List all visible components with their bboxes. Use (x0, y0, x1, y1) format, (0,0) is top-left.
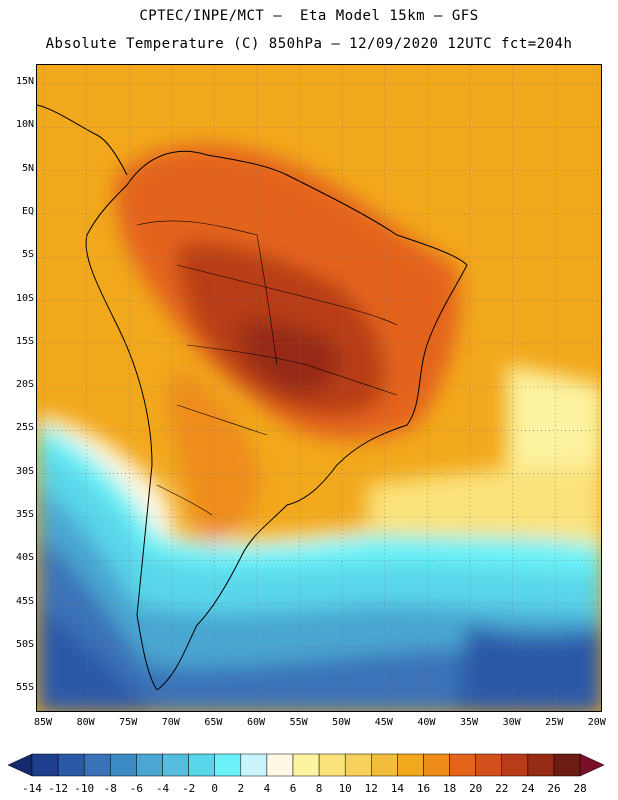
lat-label: 5S (21, 249, 34, 261)
colorbar-label: -6 (129, 782, 144, 795)
colorbar-swatch (83, 753, 111, 777)
colorbar-label: 22 (495, 782, 509, 795)
lon-label: 55W (289, 717, 308, 728)
lat-label: EQ (21, 205, 34, 217)
colorbar-label: 26 (547, 782, 561, 795)
lat-label: 15S (15, 335, 34, 347)
colorbar-label: 14 (390, 782, 405, 795)
colorbar-swatch (318, 753, 346, 777)
lon-label: 25W (545, 717, 564, 728)
south-america-coastline (85, 150, 468, 691)
colorbar-label: 18 (442, 782, 457, 795)
colorbar-label: 2 (237, 782, 245, 795)
temperature-map (36, 64, 602, 712)
lat-label: 30S (15, 465, 34, 477)
lon-label: 75W (119, 717, 138, 728)
colorbar-swatch (501, 753, 529, 777)
colorbar-swatch (240, 753, 268, 777)
field-band-10 (367, 465, 601, 538)
field-band-m10 (37, 605, 155, 711)
colorbar-swatch (292, 753, 320, 777)
colorbar-label: -10 (74, 782, 95, 795)
colorbar-swatch (475, 753, 503, 777)
lat-label: 50S (15, 638, 34, 650)
lon-label: 40W (417, 717, 436, 728)
colorbar-swatch (371, 753, 398, 777)
colorbar-label: 8 (315, 782, 323, 795)
lat-label: 40S (15, 552, 34, 564)
colorbar-swatch (527, 753, 555, 777)
title-line-2: Absolute Temperature (C) 850hPa – 12/09/… (45, 36, 573, 52)
title-line-1: CPTEC/INPE/MCT – Eta Model 15km – GFS (139, 8, 479, 24)
lat-label: 20S (15, 379, 34, 391)
colorbar-swatch (423, 753, 450, 777)
colorbar-swatch (397, 753, 424, 777)
colorbar-label: -2 (181, 782, 196, 795)
coastlines (37, 104, 468, 691)
colorbar-swatch (57, 753, 85, 777)
colorbar-label: 24 (521, 782, 535, 795)
lon-label: 45W (374, 717, 393, 728)
field-band-m8 (37, 535, 601, 711)
field-band-m10b (457, 625, 601, 711)
lon-label: 20W (587, 717, 606, 728)
field-band-18 (167, 365, 259, 545)
graticule (37, 65, 601, 711)
colorbar-label: 28 (573, 782, 587, 795)
colorbar-label: 0 (211, 782, 218, 795)
colorbar-label: 10 (338, 782, 352, 795)
colorbar-swatch (188, 753, 215, 777)
lon-label: 35W (459, 717, 479, 728)
colorbar-swatch (449, 753, 476, 777)
colorbar-label: -8 (103, 782, 117, 795)
colorbar-label: 4 (263, 782, 271, 795)
lon-label: 60W (246, 717, 266, 728)
colorbar-label: 20 (469, 782, 483, 795)
lat-label: 10N (15, 119, 34, 131)
lat-label: 15N (15, 76, 34, 87)
colorbar-swatch (110, 753, 137, 777)
colorbar-label: 12 (364, 782, 378, 795)
lat-label: 55S (15, 682, 34, 694)
colorbar-swatch (136, 753, 163, 777)
colorbar-swatch (344, 753, 372, 777)
country-borders (136, 220, 398, 516)
colorbar (7, 753, 605, 777)
colorbar-label: -4 (155, 782, 170, 795)
colorbar-label: -14 (22, 782, 42, 795)
colorbar-swatch (553, 753, 581, 777)
lon-label: 65W (204, 717, 223, 728)
lat-label: 45S (15, 595, 34, 607)
colorbar-swatch (266, 753, 294, 777)
colorbar-swatch (214, 753, 242, 777)
central-america-coastline (37, 104, 128, 176)
lat-label: 25S (15, 422, 34, 434)
colorbar-over-arrow (579, 753, 605, 777)
lon-label: 85W (33, 717, 53, 728)
lon-label: 30W (502, 717, 521, 728)
colorbar-label: -12 (48, 782, 69, 795)
field-band-26 (237, 321, 340, 395)
colorbar-swatch (31, 753, 59, 777)
temperature-field (37, 65, 601, 711)
lat-label: 35S (15, 509, 34, 520)
colorbar-label: 6 (289, 782, 297, 795)
colorbar-label: 16 (416, 782, 431, 795)
colorbar-swatch (162, 753, 189, 777)
lat-label: 5N (21, 162, 34, 174)
lat-label: 10S (15, 292, 34, 304)
lon-label: 70W (161, 717, 180, 728)
lon-label: 80W (76, 717, 95, 728)
lon-label: 50W (332, 717, 351, 728)
colorbar-under-arrow (7, 753, 33, 777)
